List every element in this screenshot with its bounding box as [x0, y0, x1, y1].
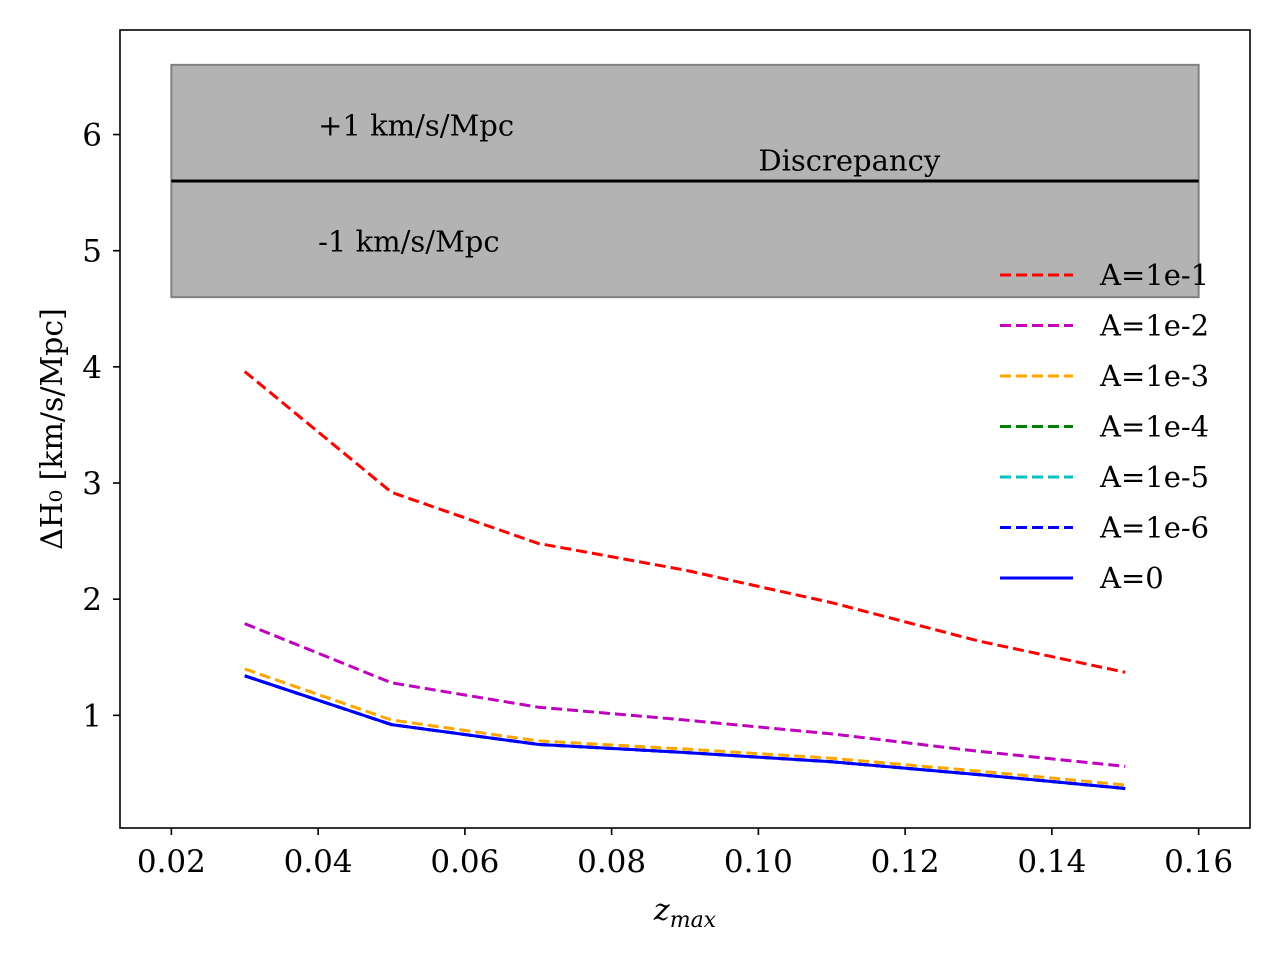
y-tick-label: 6	[82, 118, 102, 154]
band-upper-label: +1 km/s/Mpc	[318, 109, 514, 143]
band-discrepancy-label: Discrepancy	[758, 143, 940, 177]
x-tick-label: 0.10	[724, 844, 793, 880]
y-axis-label: ΔH₀ [km/s/Mpc]	[35, 308, 70, 550]
legend-label: A=1e-2	[1099, 309, 1209, 343]
plot-frame	[119, 29, 1251, 829]
y-tick-label: 5	[82, 234, 102, 270]
x-tick-label: 0.08	[577, 844, 646, 880]
y-tick-label: 1	[82, 698, 102, 734]
x-tick-label: 0.12	[871, 844, 940, 880]
series-line-2	[244, 667, 1126, 787]
legend-label: A=1e-1	[1099, 258, 1209, 292]
y-tick-label: 4	[82, 350, 102, 386]
series-line-6	[244, 674, 1126, 790]
x-tick-label: 0.16	[1164, 844, 1233, 880]
band-lower-label: -1 km/s/Mpc	[318, 225, 499, 259]
x-axis-label-sub: max	[670, 908, 717, 933]
x-axis-label-main: z	[653, 893, 670, 928]
legend-label: A=1e-4	[1099, 410, 1209, 444]
legend-label: A=0	[1099, 561, 1164, 595]
legend-label: A=1e-3	[1099, 359, 1209, 393]
y-tick-label: 3	[82, 466, 102, 502]
x-tick-label: 0.02	[137, 844, 206, 880]
ticks-layer: 0.02 0.04 0.06 0.08 0.10 0.12 0.14 0.16 1 2 3 4 5 6	[82, 118, 1233, 880]
legend-label: A=1e-6	[1099, 511, 1209, 545]
x-tick-label: 0.14	[1017, 844, 1086, 880]
x-tick-label: 0.06	[430, 844, 499, 880]
legend-label: A=1e-5	[1099, 460, 1209, 494]
legend: A=1e-1 A=1e-2 A=1e-3 A=1e-4 A=1e-5 A=1e-6 A=0	[1000, 258, 1209, 595]
x-tick-label: 0.04	[284, 844, 353, 880]
y-tick-label: 2	[82, 582, 102, 618]
series-layer	[243, 370, 1126, 790]
series-line-1	[244, 622, 1126, 768]
x-axis-label: zmax	[653, 893, 717, 933]
